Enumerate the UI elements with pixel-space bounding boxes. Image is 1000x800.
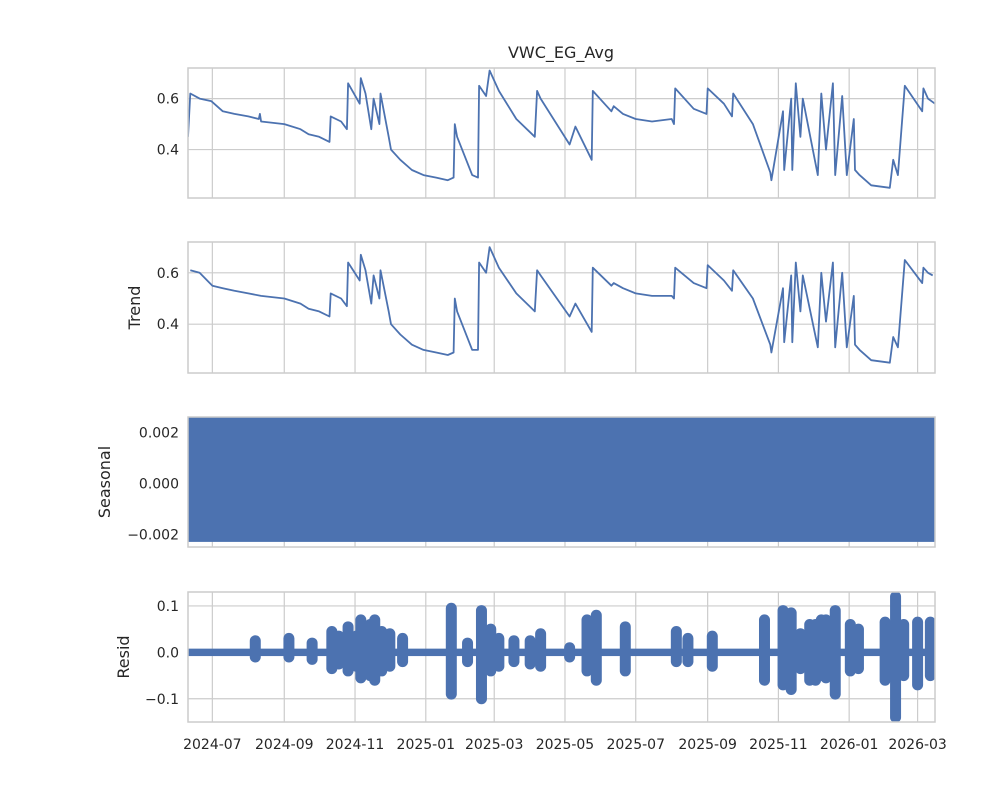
resid-ytick-label: 0.0 [157, 645, 179, 661]
xtick-label: 2025-09 [678, 737, 737, 753]
resid-ytick-label: −0.1 [145, 692, 179, 708]
xtick-label: 2025-11 [749, 737, 808, 753]
observed-ytick-label: 0.6 [157, 92, 179, 108]
xtick-label: 2025-01 [397, 737, 456, 753]
trend-panel: 0.4 0.6 Trend [125, 241, 936, 374]
seasonal-band [188, 417, 935, 542]
seasonal-frame [187, 416, 936, 548]
xtick-label: 2025-03 [465, 737, 524, 753]
seasonal-ytick-label: −0.002 [127, 527, 179, 543]
resid-baseline-band [188, 648, 935, 657]
trend-ytick-label: 0.6 [157, 266, 179, 282]
resid-panel: −0.1 0.0 0.1 Resid [114, 591, 936, 723]
resid-ytick-label: 0.1 [157, 599, 179, 615]
resid-frame [187, 591, 936, 723]
observed-frame [187, 67, 936, 199]
seasonal-ylabel: Seasonal [95, 446, 114, 518]
xtick-label: 2025-05 [536, 737, 595, 753]
trend-line [190, 246, 934, 364]
observed-panel: 0.4 0.6 [157, 67, 936, 199]
x-axis: 2024-07 2024-09 2024-11 2025-01 2025-03 2025-… [183, 737, 947, 753]
xtick-label: 2024-07 [183, 737, 242, 753]
xtick-label: 2024-11 [326, 737, 385, 753]
figure-title: VWC_EG_Avg [508, 43, 614, 63]
xtick-label: 2024-09 [255, 737, 314, 753]
resid-ylabel: Resid [114, 635, 133, 678]
trend-ylabel: Trend [125, 286, 144, 331]
observed-line [188, 69, 935, 189]
seasonal-ytick-label: 0.000 [139, 476, 179, 492]
xtick-label: 2026-01 [820, 737, 879, 753]
observed-ytick-label: 0.4 [157, 143, 179, 159]
xtick-label: 2026-03 [888, 737, 947, 753]
seasonal-ytick-label: 0.002 [139, 425, 179, 441]
xtick-label: 2025-07 [606, 737, 665, 753]
trend-ytick-label: 0.4 [157, 317, 179, 333]
trend-frame [187, 241, 936, 374]
seasonal-panel: −0.002 0.000 0.002 Seasonal [95, 416, 936, 548]
